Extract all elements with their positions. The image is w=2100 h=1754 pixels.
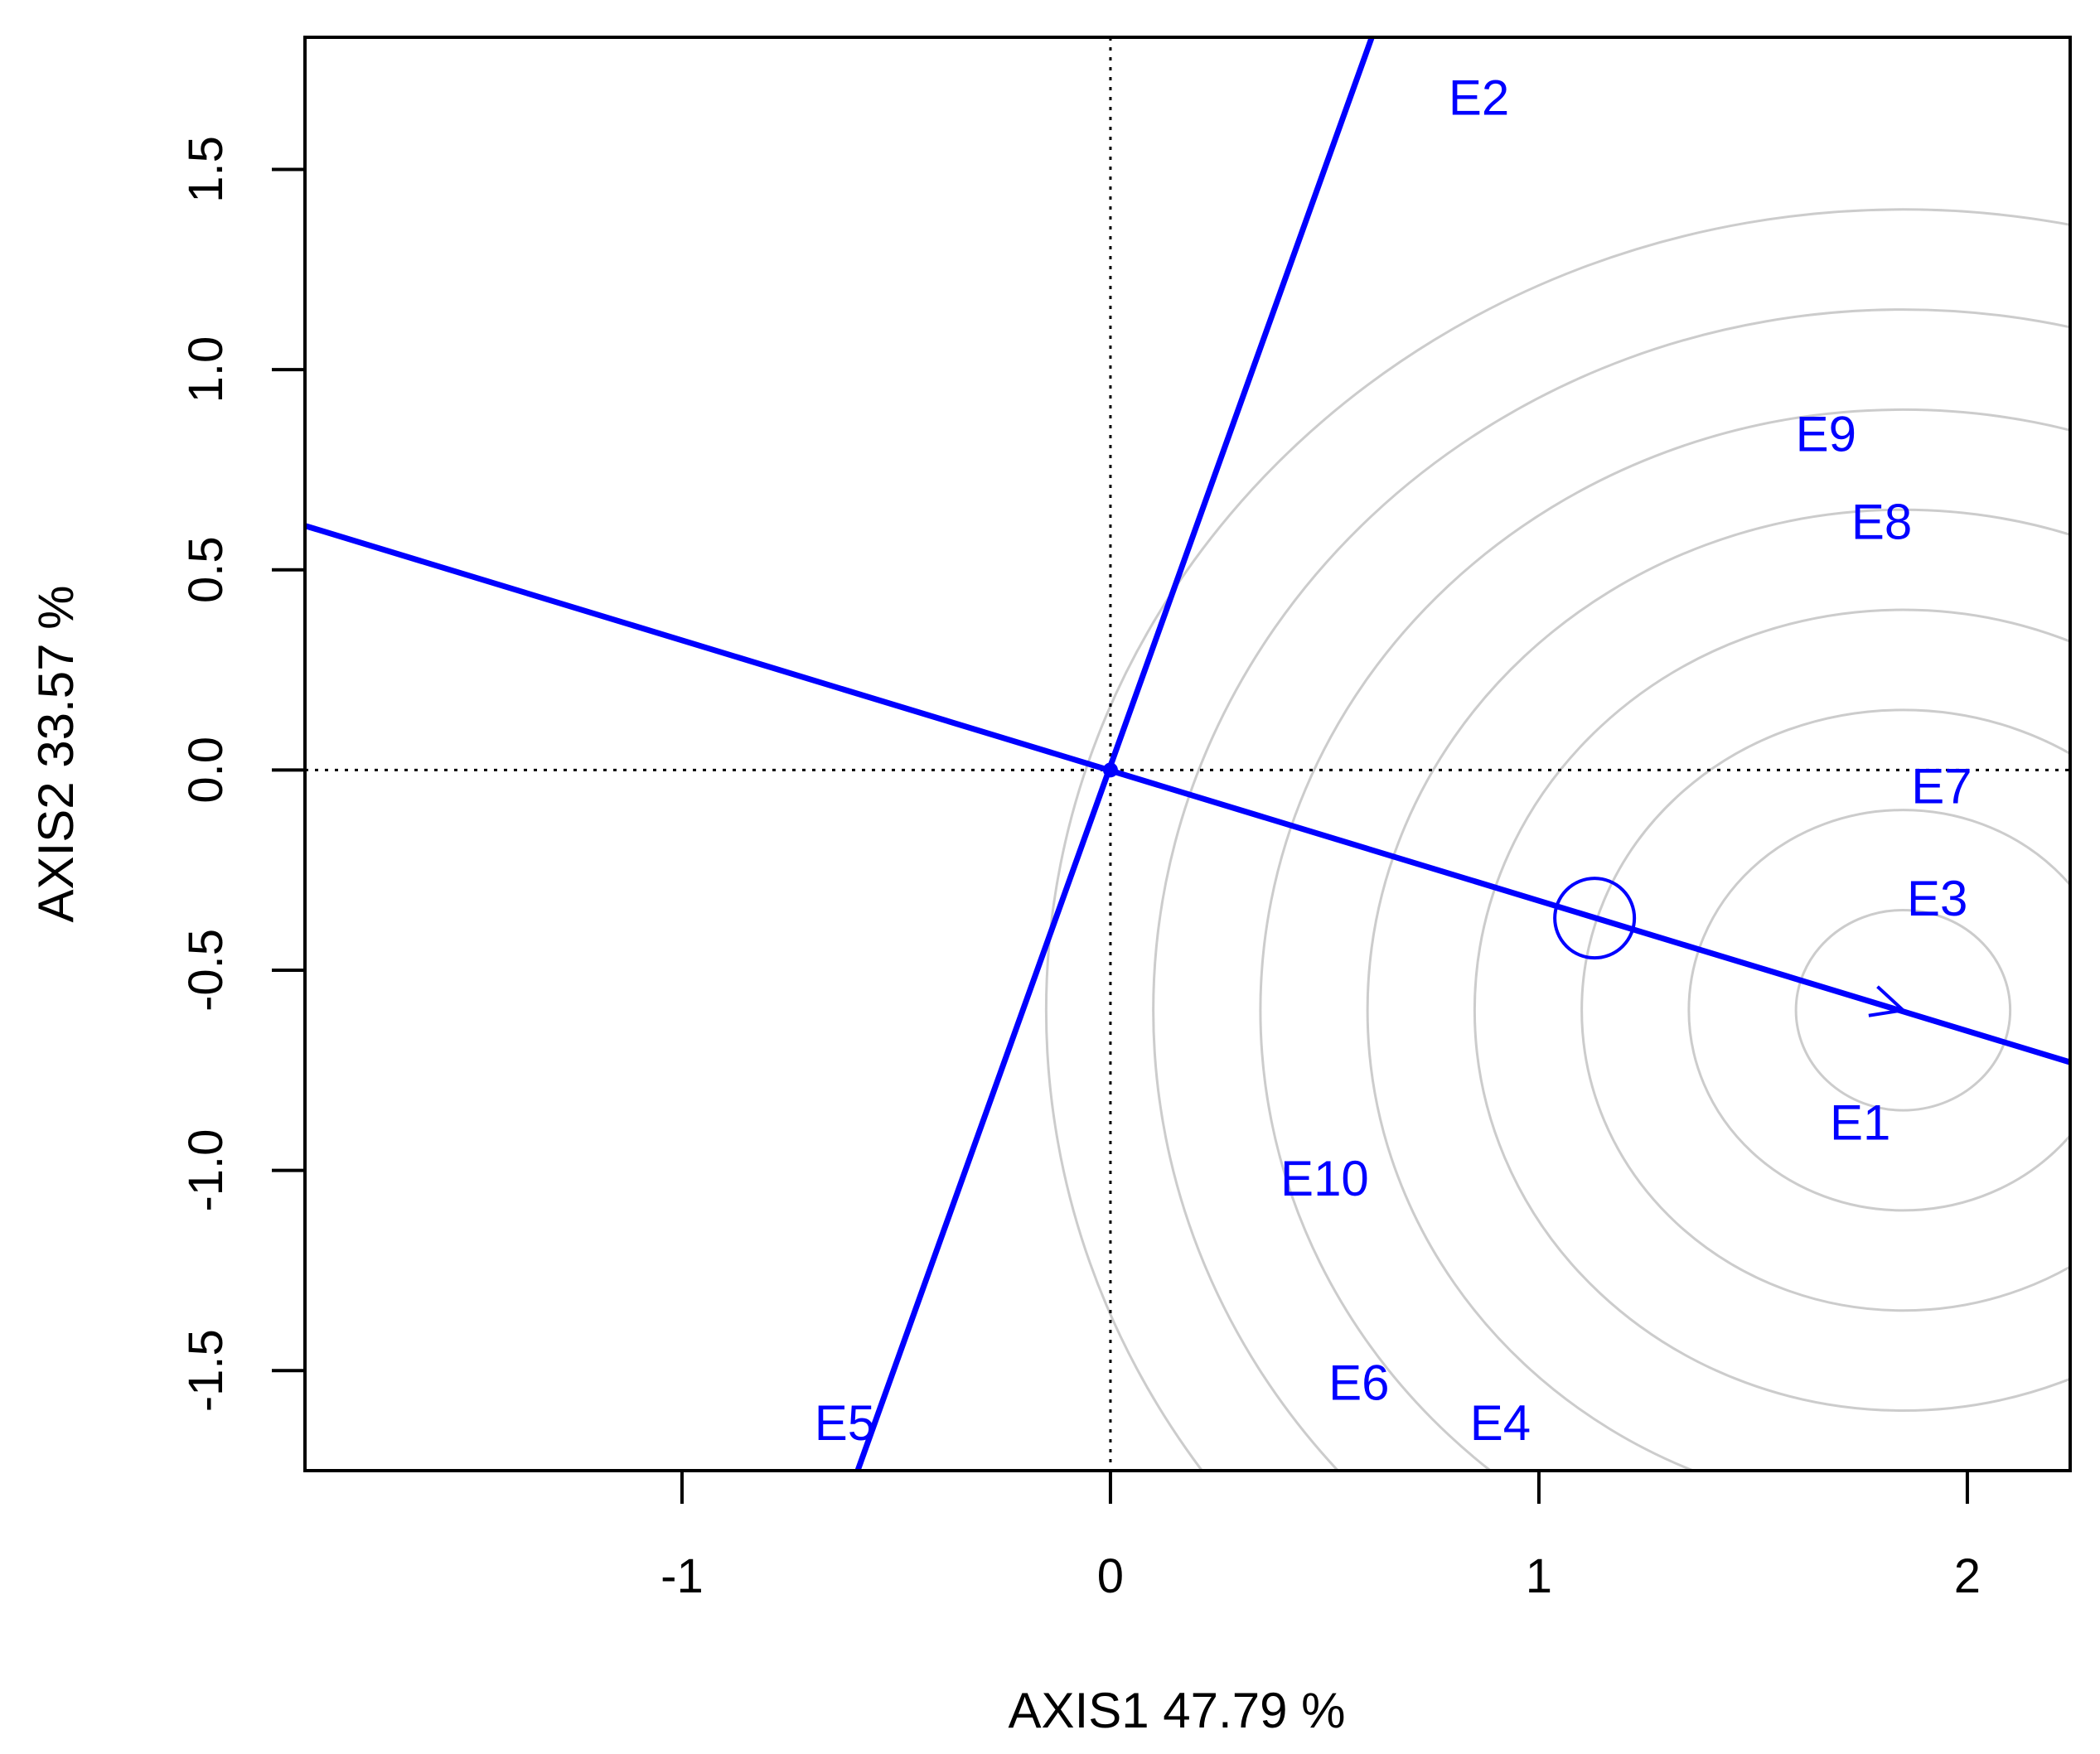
x-tick-label: 1 (1526, 1549, 1552, 1603)
concentric-circle-3 (1580, 708, 2070, 1312)
point-label-e4: E4 (1470, 1395, 1531, 1451)
point-label-e1: E1 (1830, 1095, 1890, 1151)
x-axis: -1 0 1 2 (660, 1469, 1981, 1603)
perpendicular-axis (854, 37, 1375, 1471)
x-tick-label: 2 (1954, 1549, 1981, 1603)
point-label-e10: E10 (1280, 1151, 1369, 1206)
y-axis-title: AXIS2 33.57 % (28, 586, 84, 923)
plot-frame (303, 36, 2072, 1472)
average-marker-circle (1553, 877, 1637, 960)
point-label-e9: E9 (1796, 406, 1856, 461)
point-label-e3: E3 (1907, 871, 1967, 926)
x-axis-title: AXIS1 47.79 % (1009, 1683, 1346, 1738)
y-tick-label: -1.5 (179, 1329, 233, 1412)
concentric-circle-5 (1366, 508, 2070, 1471)
concentric-circle-2 (1687, 809, 2070, 1212)
point-label-e8: E8 (1851, 495, 1912, 550)
y-tick-label: -1.0 (179, 1129, 233, 1212)
reference-lines (305, 37, 2070, 1471)
y-tick-label: 0.0 (179, 737, 233, 804)
average-environment-axis (305, 523, 2070, 1065)
point-label-e6: E6 (1328, 1355, 1389, 1411)
origin-point (1102, 762, 1118, 778)
point-label-e5: E5 (815, 1395, 875, 1451)
y-tick-label: -0.5 (179, 929, 233, 1012)
x-tick-label: -1 (660, 1549, 704, 1603)
concentric-circles (1045, 208, 2070, 1471)
x-tick-label: 0 (1097, 1549, 1124, 1603)
concentric-circle-4 (1473, 608, 2070, 1412)
concentric-circle-6 (1259, 408, 2070, 1471)
ideal-point-arrow (1868, 985, 1907, 1017)
y-axis: -1.5 -1.0 -0.5 0.0 0.5 1.0 1.5 (179, 136, 307, 1412)
y-tick-label: 0.5 (179, 536, 233, 603)
y-tick-label: 1.5 (179, 136, 233, 203)
concentric-circle-7 (1152, 308, 2070, 1471)
concentric-circle-1 (1794, 908, 2012, 1112)
y-tick-label: 1.0 (179, 336, 233, 403)
biplot-axes (305, 37, 2070, 1471)
point-label-e7: E7 (1911, 759, 1972, 814)
point-labels: E1 E2 E3 E4 E5 E6 E7 E8 E9 E10 (815, 70, 1972, 1451)
point-label-e2: E2 (1449, 70, 1509, 125)
concentric-circle-8 (1045, 208, 2070, 1471)
